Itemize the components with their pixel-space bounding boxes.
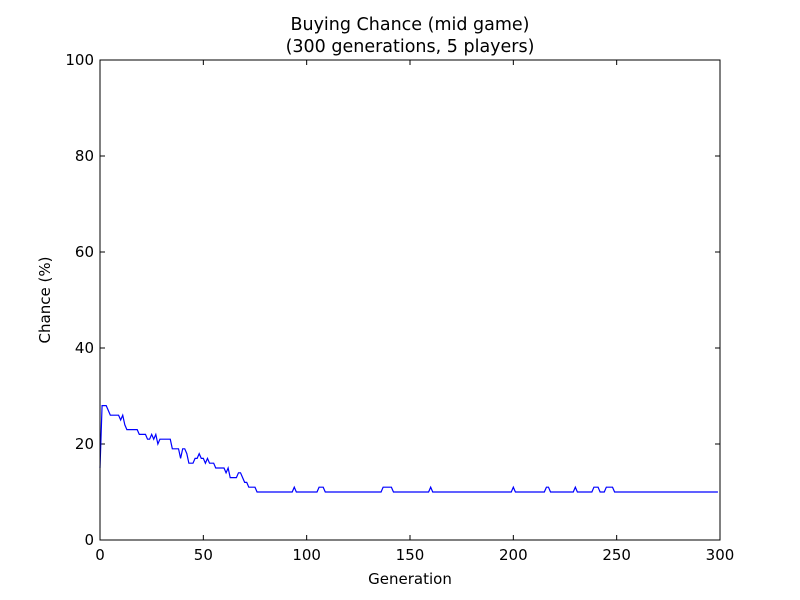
plot-frame [99, 59, 721, 541]
y-tick-label: 0 [84, 531, 94, 549]
y-tick-label: 80 [75, 147, 94, 165]
x-axis-label: Generation [368, 570, 452, 588]
y-tick-label: 20 [75, 435, 94, 453]
data-line [99, 405, 718, 493]
chart-title: Buying Chance (mid game) [290, 15, 529, 35]
x-tick-label: 300 [706, 546, 735, 564]
x-tick-label: 250 [602, 546, 631, 564]
chart-subtitle: (300 generations, 5 players) [286, 37, 535, 57]
x-tick-label: 100 [292, 546, 321, 564]
y-tick-label: 60 [75, 243, 94, 261]
y-tick-label: 100 [65, 51, 94, 69]
y-axis-label: Chance (%) [36, 257, 54, 344]
x-tick-label: 0 [95, 546, 105, 564]
y-tick-label: 40 [75, 339, 94, 357]
x-tick-label: 50 [194, 546, 213, 564]
x-tick-label: 200 [499, 546, 528, 564]
x-tick-label: 150 [396, 546, 425, 564]
